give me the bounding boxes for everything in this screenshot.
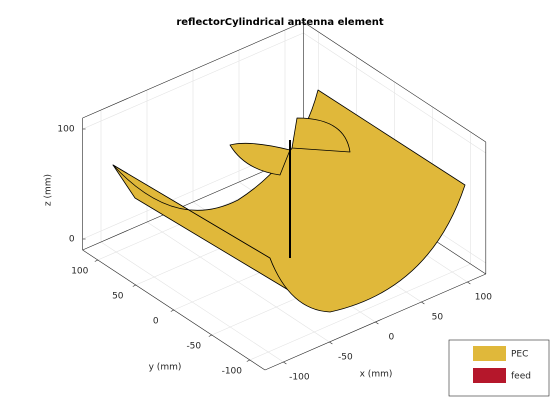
- x-tick: [467, 281, 471, 285]
- legend-label: PEC: [511, 350, 528, 360]
- x-tick-label: -100: [289, 373, 310, 383]
- y-tick-label: -50: [186, 342, 201, 352]
- legend: PEC feed: [448, 339, 550, 397]
- axis-edge: [82, 21, 304, 119]
- y-tick: [132, 284, 136, 287]
- legend-swatch: [473, 346, 506, 361]
- x-tick-label: 0: [389, 333, 395, 343]
- z-axis-label: z (mm): [44, 174, 54, 206]
- y-tick-label: 0: [153, 317, 159, 327]
- x-tick: [421, 301, 425, 305]
- reflector: [112, 89, 466, 313]
- y-tick: [208, 334, 212, 337]
- x-tick-label: -50: [338, 353, 353, 363]
- z-tick-label: 0: [69, 235, 75, 245]
- dipole-arm: [291, 117, 351, 153]
- grid-line: [82, 32, 304, 130]
- axis-edge: [303, 21, 486, 143]
- x-tick-label: 50: [432, 313, 444, 323]
- x-tick-label: 100: [475, 293, 492, 303]
- grid-line: [249, 263, 471, 361]
- legend-items: PEC feed: [473, 346, 531, 383]
- y-tick: [246, 359, 250, 362]
- y-tick-label: 50: [112, 292, 124, 302]
- y-tick: [170, 309, 174, 312]
- x-axis-label: x (mm): [360, 370, 393, 380]
- chart-title: reflectorCylindrical antenna element: [176, 17, 384, 28]
- dipole-arm: [229, 142, 291, 176]
- y-axis-label: y (mm): [149, 363, 182, 373]
- y-tick: [94, 259, 98, 262]
- legend-swatch: [473, 368, 506, 383]
- x-tick: [283, 361, 287, 365]
- x-tick: [329, 341, 333, 345]
- x-tick: [375, 321, 379, 325]
- z-tick-label: 100: [57, 125, 74, 135]
- y-tick-label: 100: [71, 267, 88, 277]
- y-tick-label: -100: [222, 367, 243, 377]
- legend-label: feed: [511, 372, 531, 382]
- grid-line: [303, 32, 486, 154]
